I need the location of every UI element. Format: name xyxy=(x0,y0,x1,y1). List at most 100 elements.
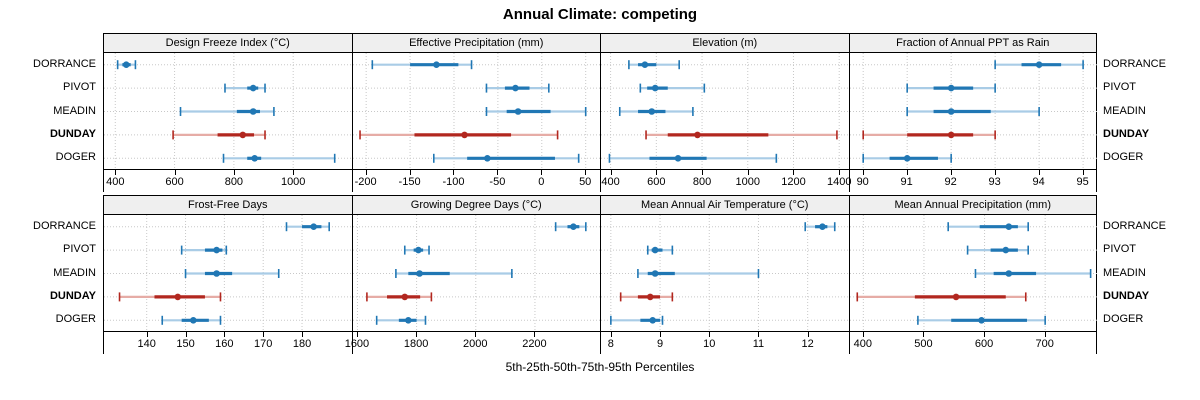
median-dot xyxy=(947,84,954,92)
series-doger xyxy=(861,153,952,163)
tick-label: 1600 xyxy=(344,338,370,350)
tick-mark xyxy=(862,332,864,337)
tick-label: 1800 xyxy=(403,338,429,350)
tick-label: 600 xyxy=(974,338,994,350)
series-meadin xyxy=(179,107,275,116)
row-label-right-doger: DOGER xyxy=(1103,151,1144,164)
median-dot xyxy=(460,131,468,139)
tick-label: 1400 xyxy=(826,176,852,188)
plot-area xyxy=(104,53,353,170)
tick-mark xyxy=(656,170,658,175)
x-axis: 400 600 800 1000 xyxy=(104,170,352,192)
tick-mark xyxy=(923,332,925,337)
row-label-left-meadin: MEADIN xyxy=(53,266,96,279)
series-dorrance xyxy=(993,60,1084,70)
tick-label: 180 xyxy=(292,338,312,350)
tick-mark xyxy=(906,170,908,175)
tick-label: 170 xyxy=(254,338,273,350)
panel-mean-annual-precipitation-mm: Mean Annual Precipitation (mm) 400 500 600 7… xyxy=(848,195,1098,354)
panel-header: Effective Precipitation (mm) xyxy=(352,33,600,53)
series-doger xyxy=(610,315,664,325)
tick-label: -150 xyxy=(398,176,421,188)
median-dot xyxy=(415,270,423,277)
series-dunday xyxy=(861,130,996,140)
median-dot xyxy=(694,131,701,139)
series-doger xyxy=(916,315,1046,325)
panel-header: Mean Annual Air Temperature (°C) xyxy=(601,195,849,215)
tick-mark xyxy=(174,170,176,175)
tick-mark xyxy=(115,170,117,175)
tick-mark xyxy=(1082,170,1084,175)
median-dot xyxy=(952,293,959,301)
series-meadin xyxy=(184,269,280,278)
median-dot xyxy=(190,317,197,324)
tick-label: 12 xyxy=(801,338,814,350)
panel-header: Growing Degree Days (°C) xyxy=(352,195,600,215)
panel-elevation-m: Elevation (m) 400 600 800 1000 1200 1400 xyxy=(600,33,852,192)
median-dot xyxy=(569,223,577,230)
panel-header: Frost-Free Days xyxy=(104,195,352,215)
tick-label: 11 xyxy=(752,338,765,350)
tick-label: 400 xyxy=(106,176,125,188)
series-pivot xyxy=(485,83,550,93)
median-dot xyxy=(977,317,985,324)
median-dot xyxy=(651,246,659,254)
panel-header: Fraction of Annual PPT as Rain xyxy=(849,33,1096,53)
tick-label: 700 xyxy=(1035,338,1054,350)
tick-label: 10 xyxy=(703,338,716,350)
tick-mark xyxy=(534,332,536,337)
panel-growing-degree-days-c: Growing Degree Days (°C) 1600 1800 2000 2200 xyxy=(345,195,601,354)
median-dot xyxy=(819,223,826,230)
plot-area xyxy=(104,215,353,332)
tick-mark xyxy=(146,332,148,337)
tick-label: 600 xyxy=(165,176,184,188)
series-dunday xyxy=(358,130,558,140)
panel-header: Elevation (m) xyxy=(601,33,849,53)
median-dot xyxy=(239,131,247,139)
tick-label: -200 xyxy=(354,176,377,188)
plot-area xyxy=(849,53,1098,170)
panel-header: Design Freeze Index (°C) xyxy=(104,33,352,53)
tick-label: -100 xyxy=(442,176,465,188)
median-dot xyxy=(251,155,258,162)
row-label-left-pivot: PIVOT xyxy=(62,243,96,256)
row-label-left-doger: DOGER xyxy=(55,313,96,326)
tick-mark xyxy=(541,170,543,175)
tick-label: 94 xyxy=(1032,176,1045,188)
series-dunday xyxy=(619,292,674,302)
median-dot xyxy=(903,155,910,162)
plot-area xyxy=(849,215,1098,332)
tick-label: 91 xyxy=(900,176,913,188)
median-dot xyxy=(651,84,659,92)
tick-mark xyxy=(610,170,612,175)
tick-label: 400 xyxy=(853,338,873,350)
series-pivot xyxy=(905,83,996,93)
series-dorrance xyxy=(371,60,472,70)
series-meadin xyxy=(394,269,513,278)
tick-label: 2200 xyxy=(522,338,547,350)
tick-mark xyxy=(356,332,358,337)
row-label-left-meadin: MEADIN xyxy=(53,104,96,117)
tick-label: 150 xyxy=(176,338,195,350)
tick-mark xyxy=(365,170,367,175)
tick-label: 93 xyxy=(988,176,1001,188)
tick-label: 1000 xyxy=(280,176,306,188)
tick-label: 50 xyxy=(579,176,592,188)
plot-area xyxy=(601,215,850,332)
tick-mark xyxy=(497,170,499,175)
median-dot xyxy=(947,131,954,139)
panel-header: Mean Annual Precipitation (mm) xyxy=(849,195,1096,215)
tick-label: 90 xyxy=(856,176,869,188)
row-label-left-dunday: DUNDAY xyxy=(49,289,96,302)
plot-area xyxy=(352,53,601,170)
tick-mark xyxy=(302,332,304,337)
tick-mark xyxy=(994,170,996,175)
tick-mark xyxy=(263,332,265,337)
panel-frost-free-days: Frost-Free Days 140 150 160 170 180 xyxy=(103,195,353,354)
row-label-right-meadin: MEADIN xyxy=(1103,266,1146,279)
tick-mark xyxy=(862,170,864,175)
median-dot xyxy=(213,270,220,277)
median-dot xyxy=(1004,270,1012,277)
series-pivot xyxy=(180,245,228,255)
tick-mark xyxy=(702,170,704,175)
